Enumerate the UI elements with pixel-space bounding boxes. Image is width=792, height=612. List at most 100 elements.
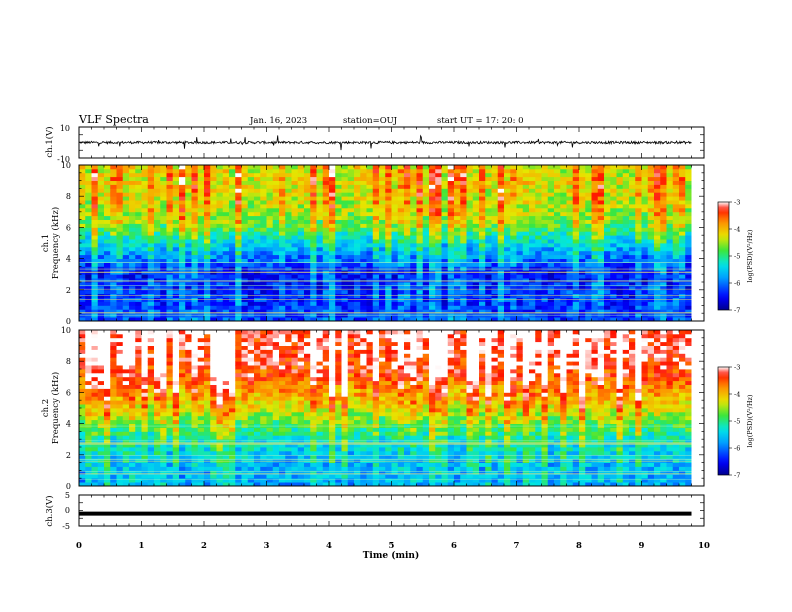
spectrogram-cell (404, 239, 411, 244)
spectrogram-cell (635, 274, 642, 279)
spectrogram-cell (672, 192, 680, 197)
spectrogram-cell (266, 254, 274, 259)
spectrogram-cell (97, 274, 105, 279)
spectrogram-cell (622, 266, 630, 271)
spectrogram-cell (654, 305, 661, 310)
spectrogram-cell (579, 215, 586, 220)
spectrogram-cell (410, 243, 417, 248)
spectrogram-cell (479, 196, 486, 201)
spectrogram-cell (335, 301, 342, 306)
spectrogram-cell (385, 231, 392, 236)
spectrogram-cell (235, 188, 242, 193)
spectrogram-cell (129, 309, 136, 314)
spectrogram-cell (241, 165, 249, 170)
spectrogram-cell (529, 282, 536, 287)
spectrogram-cell (316, 211, 324, 217)
spectrogram-cell (354, 200, 361, 205)
spectrogram-cell (654, 200, 661, 205)
spectrogram-cell (79, 333, 86, 339)
spectrogram-cell (172, 285, 180, 291)
spectrogram-cell (666, 168, 674, 174)
spectrogram-cell (79, 215, 86, 220)
spectrogram-cell (322, 243, 330, 248)
spectrogram-cell (304, 235, 311, 240)
spectrogram-cell (560, 204, 567, 209)
spectrogram-cell (472, 254, 480, 259)
spectrogram-cell (447, 219, 455, 224)
spectrogram-cell (116, 353, 124, 358)
spectrogram-cell (485, 168, 492, 174)
spectrogram-cell (85, 404, 92, 409)
spectrogram-cell (122, 254, 130, 259)
spectrogram-cell (547, 231, 555, 236)
spectrogram-cell (491, 274, 499, 279)
spectrogram-cell (235, 172, 242, 178)
spectrogram-cell (122, 285, 130, 291)
spectrogram-cell (160, 431, 167, 436)
spectrogram-cell (604, 215, 611, 220)
spectrogram-cell (116, 474, 124, 479)
spectrogram-cell (166, 392, 174, 397)
spectrogram-cell (391, 262, 399, 267)
spectrogram-cell (254, 219, 261, 224)
spectrogram-cell (129, 172, 136, 178)
spectrogram-cell (391, 211, 399, 217)
spectrogram-cell (635, 219, 642, 224)
spectrogram-cell (129, 207, 136, 213)
spectrogram-cell (529, 219, 536, 224)
spectrogram-cell (410, 223, 417, 228)
spectrogram-cell (672, 254, 680, 259)
spectrogram-cell (579, 235, 586, 240)
spectrogram-cell (479, 254, 486, 259)
spectrogram-cell (97, 165, 105, 170)
spectrogram-cell (241, 285, 249, 291)
spectrogram-cell (172, 427, 180, 432)
spectrogram-cell (79, 349, 86, 354)
spectrogram-cell (110, 408, 117, 413)
spectrogram-cell (79, 293, 86, 298)
spectrogram-cell (510, 211, 517, 217)
spectrogram-cell (654, 317, 661, 322)
spectrogram-cell (366, 180, 374, 185)
spectrogram-cell (516, 309, 524, 314)
spectrogram-cell (229, 165, 236, 170)
spectrogram-cell (160, 200, 167, 205)
spectrogram-cell (510, 200, 517, 205)
spectrogram-cell (116, 200, 124, 205)
spectrogram-cell (372, 172, 380, 178)
spectrogram-cell (485, 309, 492, 314)
spectrogram-cell (154, 305, 161, 310)
spectrogram-cell (191, 330, 199, 335)
spectrogram-cell (547, 219, 555, 224)
spectrogram-cell (179, 258, 186, 263)
spectrogram-cell (172, 357, 180, 362)
spectrogram-cell (179, 388, 186, 393)
spectrogram-cell (254, 285, 261, 291)
spectrogram-cell (579, 227, 586, 232)
spectrogram-cell (566, 305, 574, 310)
spectrogram-cell (566, 223, 574, 228)
spectrogram-cell (229, 192, 236, 197)
spectrogram-cell (79, 411, 86, 417)
spectrogram-cell (166, 215, 174, 220)
spectrogram-cell (141, 211, 149, 217)
spectrogram-cell (179, 262, 186, 267)
spectrogram-cell (322, 305, 330, 310)
spectrogram-cell (472, 243, 480, 248)
spectrogram-cell (541, 235, 549, 240)
spectrogram-cell (466, 176, 474, 181)
spectrogram-cell (141, 454, 149, 460)
spectrogram-cell (641, 239, 649, 244)
spectrogram-cell (266, 239, 274, 244)
spectrogram-cell (554, 184, 561, 189)
spectrogram-cell (316, 192, 324, 197)
spectrogram-cell (104, 200, 111, 205)
spectrogram-cell (666, 227, 674, 232)
spectrogram-cell (479, 274, 486, 279)
spectrogram-cell (316, 200, 324, 205)
spectrogram-cell (291, 235, 299, 240)
spectrogram-cell (179, 345, 186, 350)
spectrogram-cell (329, 215, 336, 220)
spectrogram-cell (347, 204, 355, 209)
spectrogram-cell (179, 462, 186, 467)
